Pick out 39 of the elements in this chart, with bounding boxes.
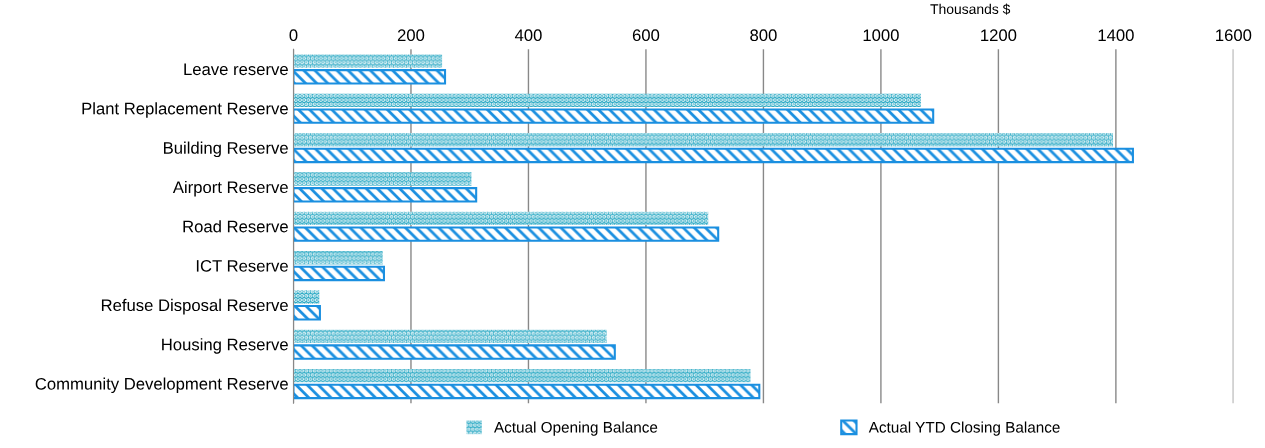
bar [293, 251, 383, 265]
x-tick-label: 1400 [1098, 29, 1134, 42]
y-tick-label: Housing Reserve [162, 338, 288, 354]
bar [293, 187, 478, 203]
bar [293, 383, 761, 400]
bar [293, 93, 921, 108]
y-tick-label: Plant Replacement Reserve [82, 102, 288, 118]
x-tick-label: 800 [750, 29, 777, 42]
bar [293, 305, 321, 321]
y-tick-label: ICT Reserve [196, 259, 288, 272]
bar [293, 108, 935, 124]
bar [293, 172, 472, 186]
bar [293, 54, 443, 68]
x-tick-label: 400 [514, 29, 542, 42]
x-tick-label: 200 [397, 29, 425, 42]
bar [293, 290, 320, 304]
y-tick-label: Road Reserve [183, 220, 288, 233]
y-tick-label: Airport Reserve [172, 180, 288, 197]
legend-label: Actual Opening Balance [494, 421, 658, 436]
x-tick-label: 0 [289, 29, 298, 42]
y-tick-label: Leave reserve [184, 63, 288, 76]
bar [293, 69, 447, 85]
bar [293, 211, 709, 226]
bar [293, 344, 616, 360]
bar [293, 133, 1113, 147]
x-tick-label: 600 [632, 29, 660, 42]
bar [293, 368, 751, 383]
bar [293, 226, 720, 242]
y-tick-label: Community Development Reserve [35, 377, 288, 394]
x-tick-label: 1200 [981, 29, 1017, 42]
y-tick-label: Building Reserve [164, 141, 288, 158]
bar [293, 329, 607, 344]
x-axis-title: Thousands $ [930, 3, 1011, 15]
bar [293, 265, 385, 282]
x-tick-label: 1600 [1216, 29, 1252, 42]
bar [293, 147, 1134, 164]
legend-label: Actual YTD Closing Balance [868, 421, 1060, 436]
x-tick-label: 1000 [863, 29, 899, 42]
y-tick-label: Refuse Disposal Reserve [101, 298, 288, 315]
